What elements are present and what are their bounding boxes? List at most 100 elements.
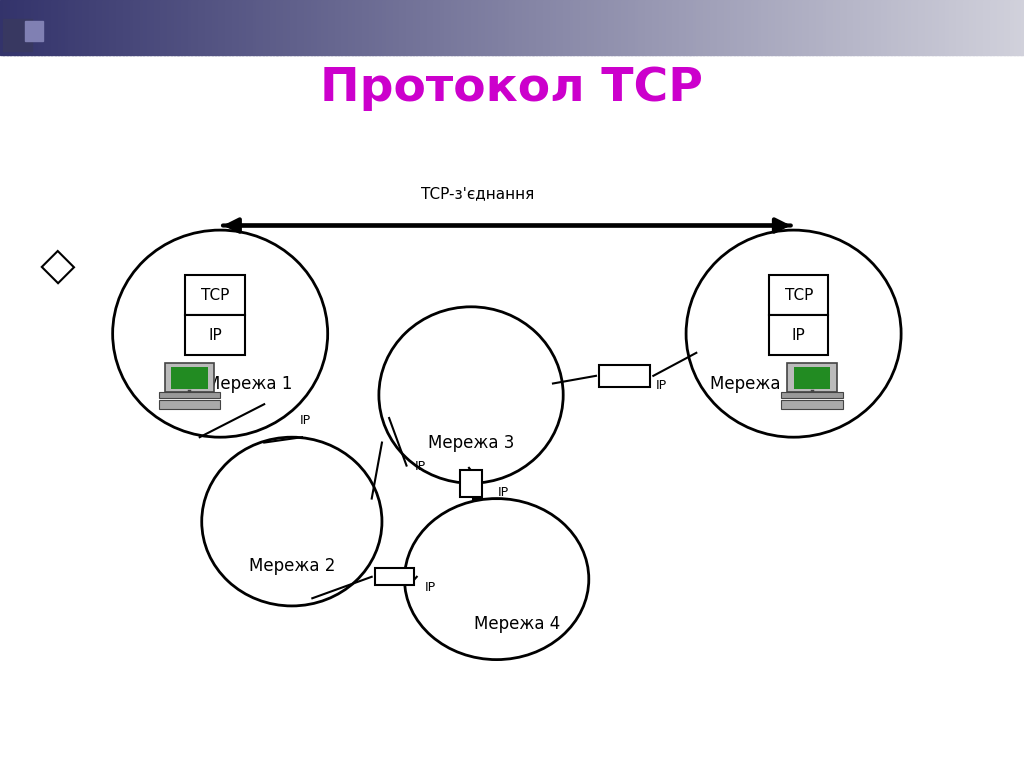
Bar bbox=[768, 0, 772, 55]
Text: Мережа 3: Мережа 3 bbox=[428, 433, 514, 452]
Bar bbox=[433, 0, 438, 55]
Bar bbox=[51, 0, 55, 55]
Bar bbox=[870, 0, 874, 55]
Bar bbox=[792, 0, 797, 55]
Bar bbox=[652, 0, 656, 55]
Bar bbox=[335, 0, 339, 55]
Bar bbox=[386, 0, 390, 55]
Bar bbox=[952, 0, 956, 55]
Bar bbox=[130, 0, 134, 55]
Bar bbox=[341, 0, 346, 55]
Bar bbox=[802, 0, 807, 55]
Bar bbox=[499, 0, 503, 55]
Bar bbox=[69, 0, 73, 55]
Bar bbox=[143, 0, 147, 55]
Bar bbox=[287, 0, 291, 55]
Bar bbox=[1004, 0, 1008, 55]
Bar bbox=[679, 0, 684, 55]
Text: IP: IP bbox=[425, 581, 435, 594]
Bar bbox=[222, 0, 226, 55]
Bar bbox=[945, 0, 950, 55]
Bar bbox=[775, 0, 779, 55]
Bar bbox=[607, 0, 612, 55]
Text: IP: IP bbox=[415, 460, 425, 472]
Bar bbox=[171, 367, 208, 389]
Bar bbox=[420, 0, 424, 55]
Bar bbox=[699, 0, 705, 55]
Bar bbox=[894, 0, 899, 55]
Text: IP: IP bbox=[300, 414, 310, 426]
Bar bbox=[105, 0, 111, 55]
Bar bbox=[594, 0, 598, 55]
Bar bbox=[159, 400, 220, 409]
Bar bbox=[587, 0, 592, 55]
Bar bbox=[259, 0, 264, 55]
Bar bbox=[17, 0, 22, 55]
Bar bbox=[375, 568, 414, 585]
Text: IP: IP bbox=[792, 328, 806, 343]
Bar bbox=[430, 0, 434, 55]
Bar bbox=[95, 0, 100, 55]
Bar bbox=[474, 0, 479, 55]
Bar bbox=[402, 0, 408, 55]
Bar bbox=[666, 0, 670, 55]
Bar bbox=[54, 0, 59, 55]
Bar bbox=[986, 0, 991, 55]
Text: Мережа 1: Мережа 1 bbox=[206, 374, 292, 393]
Bar bbox=[837, 0, 841, 55]
Bar bbox=[185, 315, 245, 355]
Bar bbox=[751, 0, 756, 55]
Bar bbox=[208, 0, 213, 55]
Bar bbox=[61, 0, 66, 55]
Bar bbox=[840, 0, 844, 55]
Bar bbox=[123, 0, 127, 55]
Bar bbox=[92, 0, 96, 55]
Bar bbox=[372, 0, 377, 55]
Bar bbox=[696, 0, 700, 55]
Bar bbox=[720, 0, 725, 55]
Bar bbox=[809, 0, 813, 55]
Bar bbox=[748, 0, 752, 55]
Bar bbox=[625, 0, 629, 55]
Bar bbox=[717, 0, 721, 55]
Bar bbox=[761, 0, 766, 55]
Bar bbox=[355, 0, 359, 55]
Bar bbox=[24, 0, 29, 55]
Bar bbox=[110, 0, 114, 55]
Bar bbox=[392, 0, 397, 55]
Bar bbox=[75, 0, 80, 55]
Bar bbox=[509, 0, 513, 55]
Bar bbox=[443, 0, 449, 55]
Bar bbox=[966, 0, 971, 55]
Bar bbox=[550, 0, 554, 55]
Bar bbox=[781, 400, 843, 409]
Bar bbox=[847, 0, 851, 55]
Bar bbox=[771, 0, 776, 55]
Text: IP: IP bbox=[499, 486, 509, 499]
Bar bbox=[963, 0, 967, 55]
Bar bbox=[888, 0, 892, 55]
Bar bbox=[246, 0, 250, 55]
Bar bbox=[423, 0, 428, 55]
Bar bbox=[794, 367, 830, 389]
Bar bbox=[451, 0, 455, 55]
Bar bbox=[693, 0, 697, 55]
Bar bbox=[765, 0, 769, 55]
Bar bbox=[806, 0, 810, 55]
Bar bbox=[755, 0, 759, 55]
Bar bbox=[724, 0, 728, 55]
Bar bbox=[850, 0, 854, 55]
Bar bbox=[781, 0, 786, 55]
Bar bbox=[7, 0, 11, 55]
Bar bbox=[632, 0, 636, 55]
Bar bbox=[710, 0, 715, 55]
Bar bbox=[184, 0, 188, 55]
Bar bbox=[556, 0, 561, 55]
Bar bbox=[857, 0, 861, 55]
Bar bbox=[300, 0, 305, 55]
Bar bbox=[778, 0, 782, 55]
Text: TCP-з'єднання: TCP-з'єднання bbox=[421, 186, 534, 201]
Bar bbox=[673, 0, 677, 55]
Bar bbox=[911, 0, 915, 55]
Bar bbox=[843, 0, 848, 55]
